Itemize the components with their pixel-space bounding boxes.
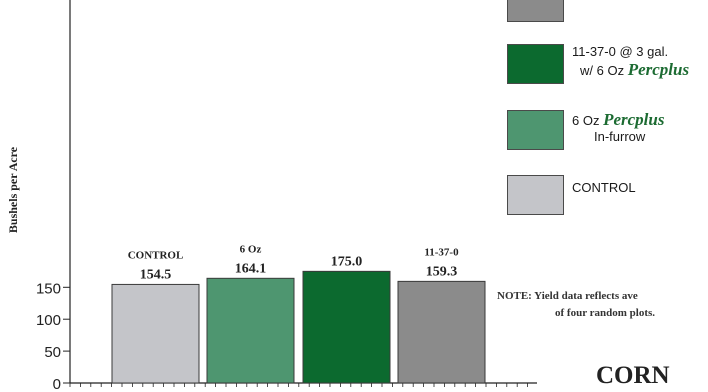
legend-swatch-light-gray [507,175,564,215]
legend-text: CONTROL [572,180,636,196]
y-tick-label: 100 [36,312,61,329]
bar [111,283,200,384]
crop-label: CORN [596,362,670,389]
legend-line1: 11-37-0 @ 3 gal. [572,44,669,59]
legend-line1: CONTROL [572,180,636,195]
y-tick-label: 0 [53,376,61,392]
legend-line2-prefix: w/ 6 Oz [580,63,625,78]
bar-top-label: 6 Oz [240,243,262,255]
legend-swatch-gray [507,0,564,22]
legend-line2: In-furrow [594,129,646,144]
bar-value-label: 164.1 [235,261,267,276]
percplus-brand: Percplus [603,110,665,129]
legend-line2: w/ 6 Oz Percplus [572,60,690,79]
legend-line1-prefix: 6 Oz [572,113,600,128]
legend-swatch-medium-green [507,110,564,150]
y-tick-label: 50 [44,344,61,361]
y-tick-label: 150 [36,280,61,297]
bar-top-label: CONTROL [128,249,184,261]
bar-value-label: 175.0 [331,254,363,269]
note-line2: of four random plots. [555,307,656,319]
bar-top-label: 11-37-0 [424,246,459,258]
legend-swatch-dark-green [507,44,564,84]
legend-text: 11-37-0 @ 3 gal. w/ 6 Oz Percplus [572,44,689,79]
chart-bars: 154.5 CONTROL 164.1 6 Oz 175.0 159.3 11-37-0 [111,243,486,384]
legend-text: 6 Oz Percplus In-furrow [572,110,665,145]
note-text: NOTE: Yield data reflects ave of four ra… [497,288,708,322]
percplus-brand: Percplus [627,60,690,79]
bar [302,270,391,384]
y-axis-label: Bushels per Acre [6,146,20,233]
bar-value-label: 159.3 [426,264,458,279]
bar [397,280,486,384]
note-line1: NOTE: Yield data reflects ave [497,290,638,302]
bar [206,277,295,384]
bar-value-label: 154.5 [140,267,172,282]
legend-line1: 6 Oz Percplus [572,110,665,129]
